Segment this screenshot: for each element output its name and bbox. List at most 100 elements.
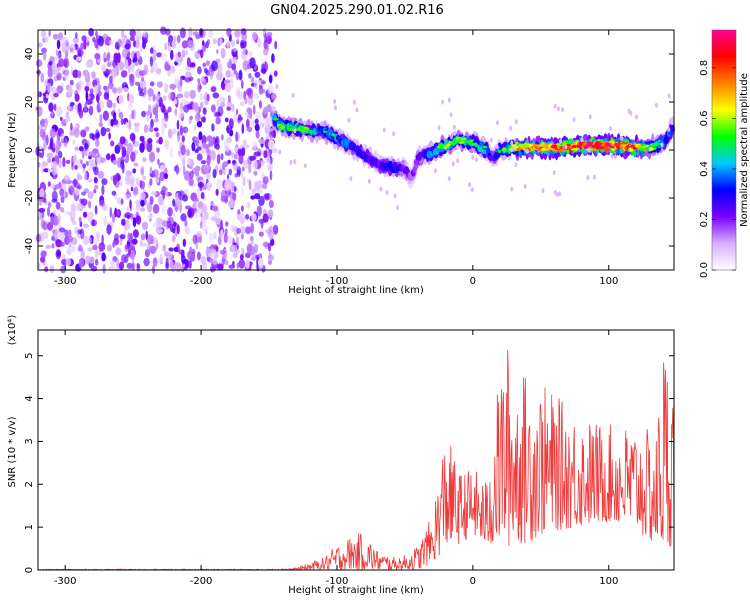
outlier-blob [447, 176, 451, 182]
noise-blob [136, 202, 141, 211]
noise-blob [81, 35, 87, 42]
noise-blob [51, 110, 54, 118]
noise-blob [47, 181, 51, 187]
noise-blob [84, 85, 90, 92]
noise-blob [216, 153, 221, 165]
noise-blob [168, 34, 174, 43]
outlier-blob [561, 107, 564, 113]
noise-blob [232, 245, 238, 253]
noise-blob [46, 82, 52, 93]
noise-blob [116, 209, 120, 216]
outlier-blob [552, 170, 556, 176]
snr-y-ticks: 0 1 2 3 4 5 [24, 353, 674, 573]
noise-blob [162, 244, 167, 253]
outlier-blob [525, 148, 529, 154]
noise-blob [265, 228, 272, 234]
outlier-blob [382, 127, 386, 133]
noise-blob [211, 123, 215, 132]
noise-blob [218, 169, 223, 176]
noise-blob [194, 165, 201, 172]
y-tick-label: 1 [24, 524, 35, 530]
noise-blob [61, 42, 67, 54]
noise-blob [253, 93, 260, 100]
noise-blob [71, 220, 77, 226]
noise-blob [232, 159, 237, 165]
noise-blob [197, 78, 201, 83]
noise-blob [246, 243, 253, 254]
noise-blob [98, 122, 104, 127]
outlier-blob [523, 183, 527, 189]
noise-blob [152, 169, 159, 178]
noise-blob [196, 146, 202, 151]
outlier-blob [608, 126, 612, 132]
noise-blob [263, 39, 268, 50]
noise-blob [116, 257, 119, 268]
noise-blob [88, 165, 93, 172]
noise-blob [135, 200, 140, 205]
noise-blob [223, 233, 228, 244]
noise-blob [63, 175, 70, 183]
noise-blob [119, 181, 123, 187]
noise-blob [125, 206, 129, 212]
snr-plot-area[interactable] [37, 349, 675, 572]
noise-blob [168, 247, 174, 252]
noise-blob [72, 139, 76, 145]
noise-blob [211, 205, 219, 212]
noise-blob [136, 50, 141, 60]
noise-blob [126, 222, 131, 230]
noise-blob [129, 232, 133, 244]
noise-blob [134, 125, 140, 133]
noise-blob [129, 29, 136, 38]
noise-blob [122, 38, 125, 49]
noise-blob [187, 157, 192, 165]
noise-blob [259, 100, 262, 109]
noise-blob [69, 79, 74, 86]
noise-blob [221, 134, 224, 141]
noise-blob [47, 67, 53, 78]
ridge-blob [467, 141, 474, 145]
noise-blob [132, 229, 139, 239]
noise-blob [252, 104, 256, 115]
noise-blob [169, 223, 174, 232]
noise-blob [81, 148, 85, 159]
noise-blob [267, 163, 273, 171]
noise-blob [77, 184, 82, 190]
noise-blob [38, 207, 46, 213]
spectrogram-plot-area[interactable] [35, 26, 675, 275]
noise-blob [210, 104, 216, 113]
outlier-blob [437, 125, 441, 131]
outlier-blob [293, 128, 297, 134]
y-tick-label: 5 [24, 353, 35, 359]
outlier-blob [452, 124, 456, 130]
noise-blob [106, 99, 113, 109]
noise-blob [39, 188, 45, 198]
noise-blob [102, 110, 109, 121]
noise-blob [104, 39, 108, 45]
ridge-blob [544, 148, 550, 151]
noise-blob [246, 126, 253, 132]
noise-blob [112, 241, 115, 248]
y-tick-label: 0 [24, 567, 35, 573]
colorbar-tick-label: 0.0 [699, 262, 710, 278]
noise-blob [250, 195, 256, 200]
noise-blob [192, 234, 198, 245]
noise-blob [236, 166, 242, 176]
noise-blob [156, 81, 163, 88]
noise-blob [133, 186, 138, 194]
outlier-blob [456, 158, 460, 164]
noise-blob [213, 231, 217, 240]
noise-blob [89, 132, 95, 139]
noise-blob [50, 183, 56, 189]
noise-blob [90, 265, 98, 272]
noise-blob [115, 247, 122, 256]
noise-blob [205, 60, 211, 66]
noise-blob [67, 229, 72, 238]
noise-blob [101, 65, 107, 72]
noise-blob [108, 39, 114, 46]
noise-blob [208, 29, 214, 38]
noise-blob [152, 257, 158, 267]
colorbar-gradient [712, 30, 736, 270]
noise-blob [144, 140, 148, 150]
noise-blob [194, 136, 199, 142]
